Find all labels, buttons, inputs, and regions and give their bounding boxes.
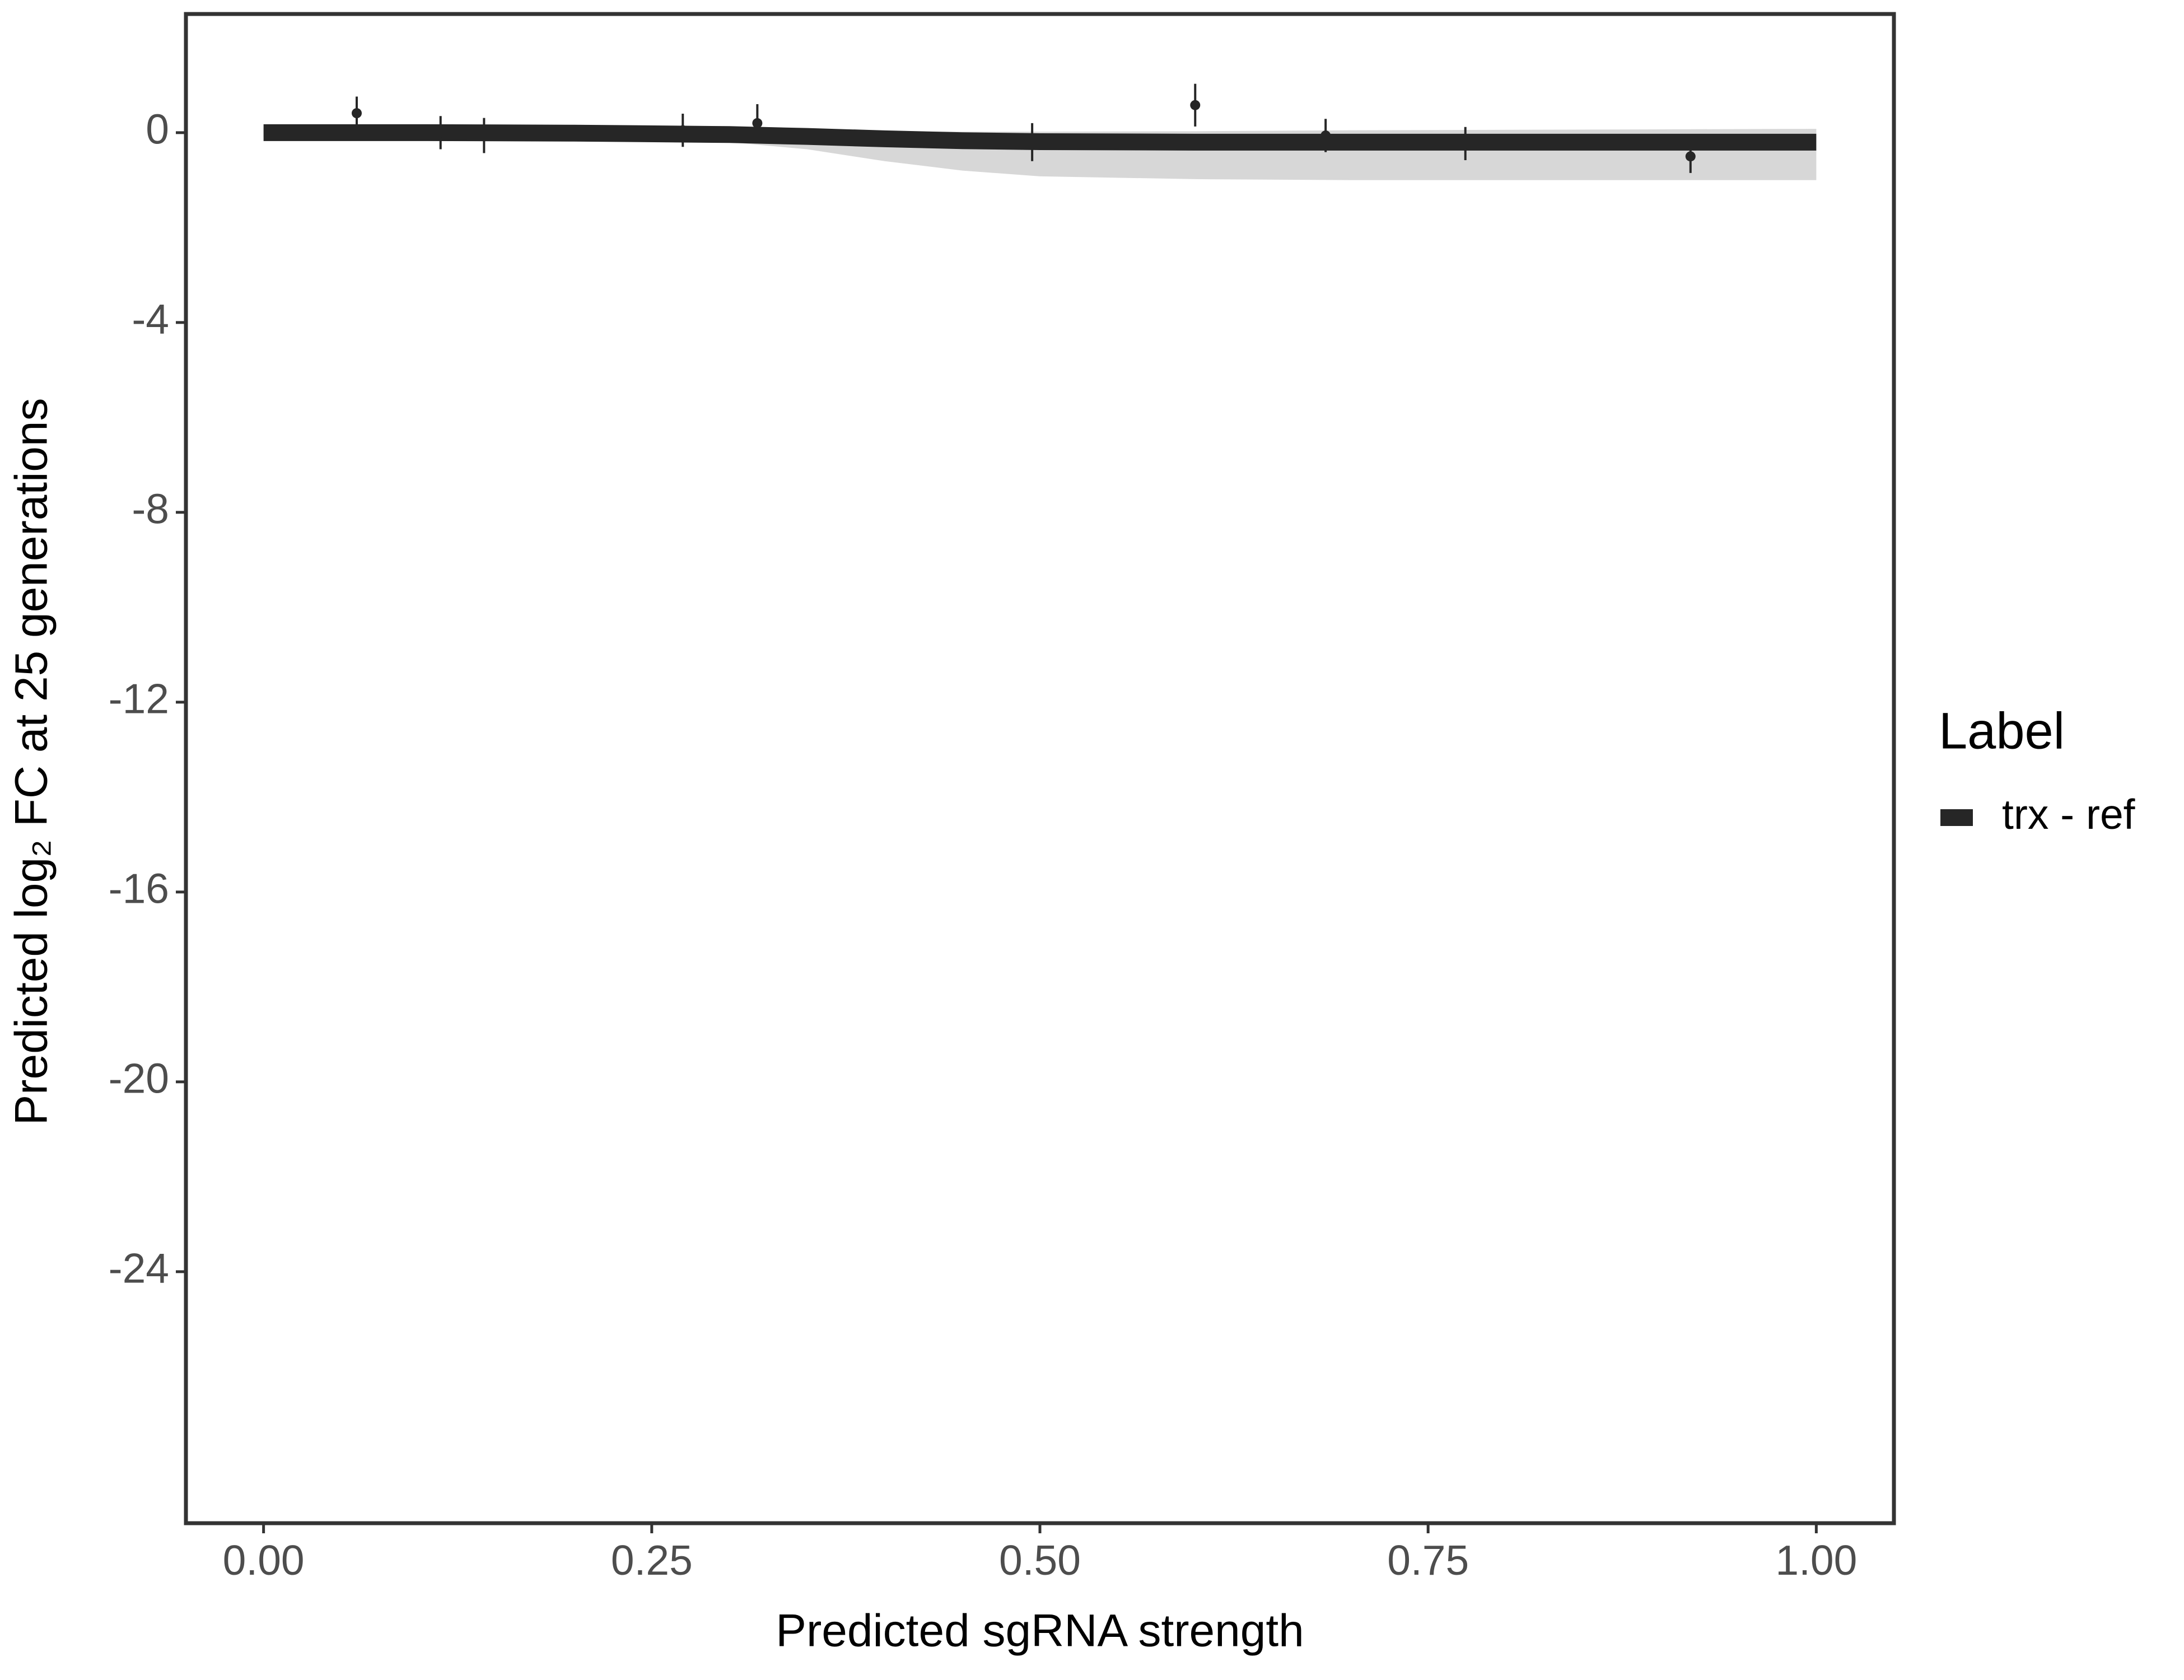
x-tick-label: 0.25 [611,1537,693,1584]
point [1027,137,1038,147]
point [479,130,489,141]
x-tick-label: 0.75 [1387,1537,1469,1584]
x-tick-label: 0.50 [999,1537,1081,1584]
point [1685,151,1696,162]
y-tick-label: -8 [132,486,169,533]
plot-frame [184,12,1896,1525]
y-tick-label: -12 [109,675,169,722]
point [1320,130,1331,141]
y-tick-label: -4 [132,296,169,343]
x-tick-label: 1.00 [1775,1537,1857,1584]
y-tick-label: -20 [109,1055,169,1102]
y-tick-label: -16 [109,865,169,912]
point [352,108,362,119]
x-tick-label: 0.00 [223,1537,305,1584]
point [678,125,688,136]
point [1190,100,1201,110]
y-axis-title: Predicted log₂ FC at 25 generations [6,398,57,1125]
point [435,127,446,138]
legend-title: Label [1939,702,2065,759]
fit-line [263,124,1817,151]
y-tick-label: -24 [109,1245,169,1292]
point [752,118,763,128]
point [1460,138,1471,149]
y-tick-label: 0 [146,106,169,153]
x-axis-title: Predicted sgRNA strength [776,1606,1304,1656]
legend-key [1940,809,1973,826]
legend-label: trx - ref [2002,791,2135,838]
